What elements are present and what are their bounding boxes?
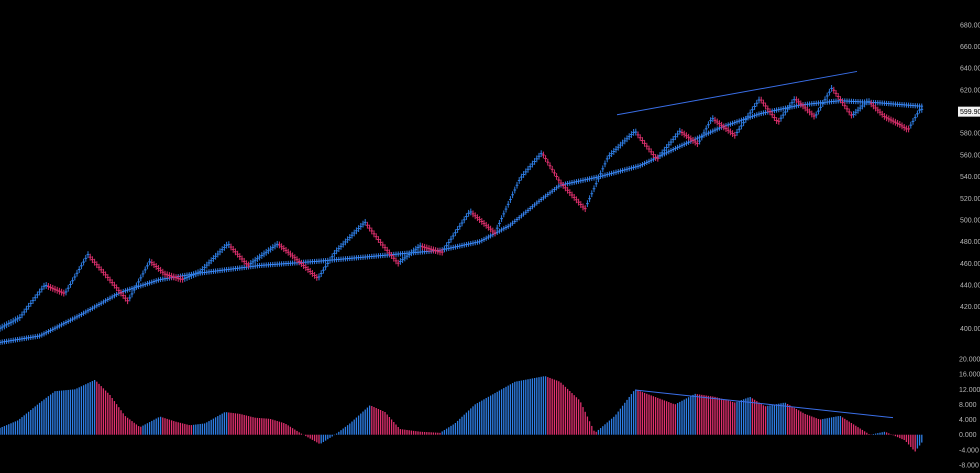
price-axis-tick-label: 540.00: [960, 174, 980, 181]
oscillator-trendline: [634, 389, 894, 419]
price-axis: 680.00660.00640.00620.00600.00580.00560.…: [960, 22, 980, 332]
oscillator-axis-tick-label: 12.000: [959, 387, 980, 394]
price-trendline: [616, 70, 858, 116]
price-axis-tick-label: 500.00: [960, 217, 980, 224]
current-price-label: 599.90: [960, 109, 980, 116]
current-price-badge: [958, 106, 980, 117]
price-axis-tick-label: 680.00: [960, 22, 980, 29]
price-axis-tick-label: 440.00: [960, 282, 980, 289]
oscillator-axis-tick-label: 20.000: [959, 357, 980, 364]
oscillator-axis-tick-label: 0.000: [959, 432, 977, 439]
oscillator-axis-tick-label: -8.000: [959, 463, 979, 470]
oscillator-axis-tick-label: 16.000: [959, 372, 980, 379]
oscillator-axis-tick-label: 8.000: [959, 402, 977, 409]
oscillator-axis: 20.000 16.000 12.000 8.000 4.000 0.000 -4.000 -…: [959, 357, 980, 470]
price-axis-tick-label: 660.00: [960, 44, 980, 51]
price-axis-tick-label: 400.00: [960, 326, 980, 333]
price-axis-tick-label: 620.00: [960, 87, 980, 94]
price-axis-tick-label: 460.00: [960, 261, 980, 268]
price-axis-tick-label: 520.00: [960, 196, 980, 203]
oscillator-axis-tick-label: -4.000: [959, 447, 979, 454]
oscillator-series: [0, 376, 923, 452]
renko-price-series: [0, 84, 924, 332]
price-axis-tick-label: 640.00: [960, 66, 980, 73]
price-axis-tick-label: 420.00: [960, 304, 980, 311]
oscillator-axis-tick-label: 4.000: [959, 417, 977, 424]
price-axis-tick-label: 580.00: [960, 131, 980, 138]
price-axis-tick-label: 480.00: [960, 239, 980, 246]
price-axis-tick-label: 560.00: [960, 152, 980, 159]
